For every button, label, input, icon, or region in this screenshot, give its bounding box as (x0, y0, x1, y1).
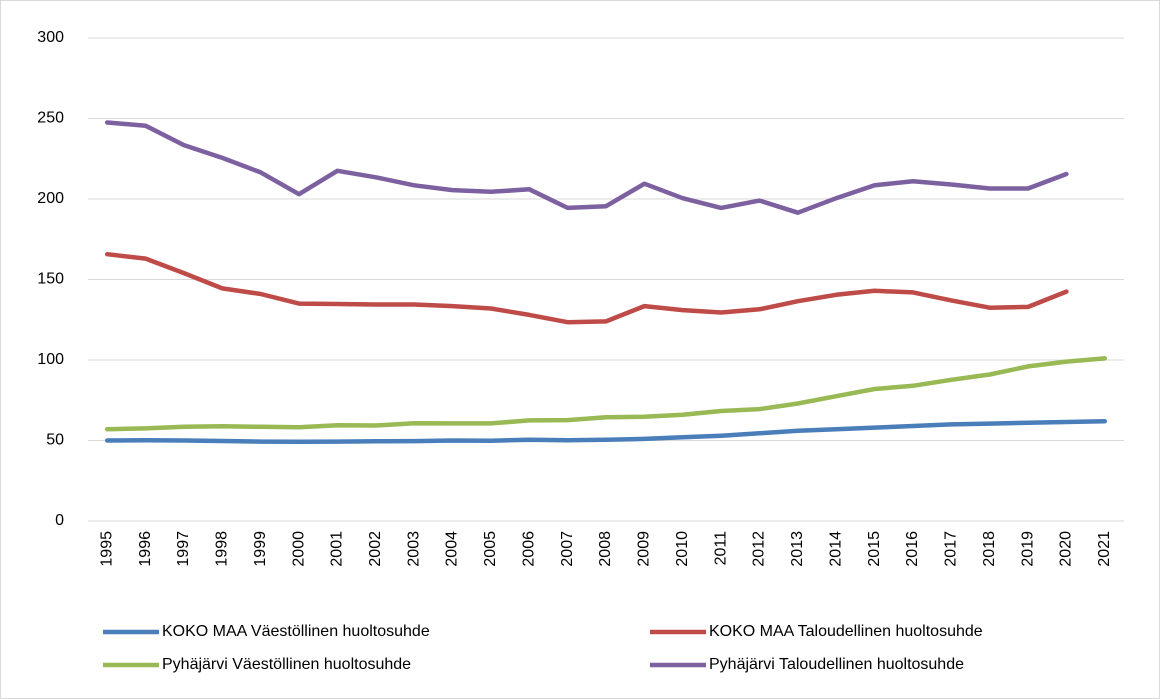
y-tick-label: 0 (55, 512, 64, 529)
x-tick-label: 2010 (674, 531, 691, 567)
x-tick-label: 2003 (405, 531, 422, 567)
x-tick-label: 1997 (175, 531, 192, 567)
x-tick-label: 2011 (712, 531, 729, 566)
x-tick-label: 2005 (482, 531, 499, 567)
x-tick-label: 2015 (866, 531, 883, 567)
x-tick-label: 1998 (214, 531, 231, 567)
series-line (104, 120, 1069, 215)
x-tick-label: 2017 (943, 531, 960, 567)
x-tick-label: 2012 (751, 531, 768, 567)
legend-label: Pyhäjärvi Taloudellinen huoltosuhde (709, 656, 964, 673)
legend-label: KOKO MAA Väestöllinen huoltosuhde (162, 623, 430, 640)
x-tick-label: 2021 (1096, 531, 1113, 567)
y-tick-label: 50 (46, 432, 64, 449)
x-tick-label: 2000 (290, 531, 307, 567)
x-tick-label: 2020 (1058, 531, 1075, 567)
legend-label: Pyhäjärvi Väestöllinen huoltosuhde (162, 656, 411, 673)
x-tick-label: 2018 (981, 531, 998, 567)
x-tick-label: 2001 (329, 531, 346, 567)
x-tick-label: 2019 (1019, 531, 1036, 567)
y-tick-label: 150 (37, 271, 64, 288)
x-tick-label: 2004 (444, 531, 461, 567)
x-tick-label: 2014 (827, 531, 844, 567)
x-tick-label: 2009 (636, 531, 653, 567)
y-tick-label: 200 (37, 190, 64, 207)
series-line (104, 251, 1069, 325)
legend-label: KOKO MAA Taloudellinen huoltosuhde (709, 623, 983, 640)
x-tick-label: 2016 (904, 531, 921, 567)
y-tick-label: 100 (37, 351, 64, 368)
x-tick-label: 1996 (137, 531, 154, 567)
x-tick-label: 2008 (597, 531, 614, 567)
x-tick-label: 1995 (98, 531, 115, 567)
y-tick-label: 250 (37, 110, 64, 127)
y-tick-label: 300 (37, 29, 64, 46)
x-tick-label: 1999 (252, 531, 269, 567)
x-tick-label: 2002 (367, 531, 384, 567)
x-tick-label: 2006 (520, 531, 537, 567)
series-line (104, 356, 1108, 432)
x-tick-label: 2007 (559, 531, 576, 567)
x-tick-label: 2013 (789, 531, 806, 567)
series-line (104, 418, 1108, 445)
